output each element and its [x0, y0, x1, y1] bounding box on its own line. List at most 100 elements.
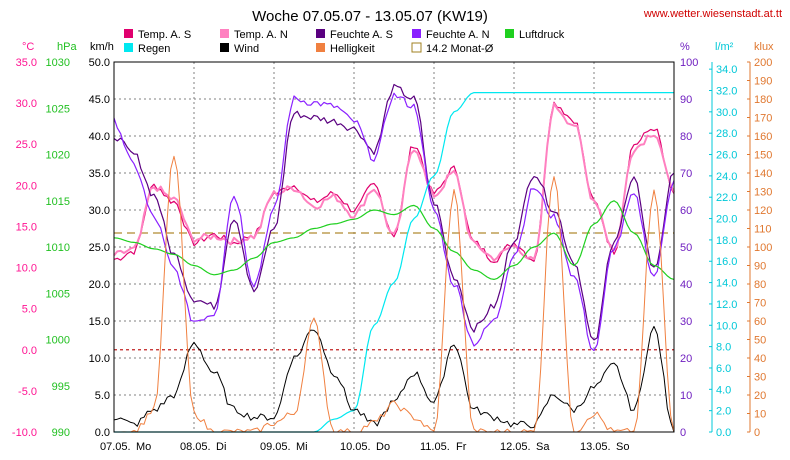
- x-tick-date: 09.05.: [260, 441, 291, 453]
- legend-label: Regen: [138, 43, 170, 55]
- x-tick-label: 08.05. Di: [180, 441, 226, 453]
- temp-tick-label: 35.0: [16, 57, 37, 69]
- legend-item: Feuchte A. S: [316, 29, 393, 41]
- x-tick-day: Sa: [536, 441, 550, 453]
- x-tick-day: Mo: [136, 441, 151, 453]
- hum-tick-label: 90: [680, 94, 692, 106]
- lux-tick-label: 90: [754, 261, 766, 273]
- legend-swatch: [220, 43, 229, 52]
- temp-tick-label: 15.0: [16, 221, 37, 233]
- hum-tick-label: 10: [680, 390, 692, 402]
- wind-tick-label: 20.0: [89, 279, 110, 291]
- legend-swatch: [412, 29, 421, 38]
- legend-label: Temp. A. N: [234, 29, 288, 41]
- lux-tick-label: 100: [754, 242, 772, 254]
- rain-tick-label: 12.0: [716, 299, 737, 311]
- lux-axis: klux200190180170160150140130120110100908…: [747, 41, 774, 439]
- wind-axis-unit: km/h: [90, 41, 114, 53]
- x-tick-label: 07.05. Mo: [100, 441, 151, 453]
- temp-axis: °C35.030.025.020.015.010.05.00.0-5.0-10.…: [12, 41, 37, 439]
- hum-axis-unit: %: [680, 41, 690, 53]
- temp-tick-label: 30.0: [16, 98, 37, 110]
- legend-item: 14.2 Monat-Ø: [412, 43, 494, 55]
- legend-label: Feuchte A. S: [330, 29, 393, 41]
- hum-tick-label: 40: [680, 279, 692, 291]
- hum-tick-label: 70: [680, 168, 692, 180]
- x-tick-day: Mi: [296, 441, 308, 453]
- lux-tick-label: 20: [754, 390, 766, 402]
- temp-tick-label: -5.0: [18, 386, 37, 398]
- wind-tick-label: 5.0: [95, 390, 110, 402]
- hum-tick-label: 30: [680, 316, 692, 328]
- legend-swatch: [220, 29, 229, 38]
- lux-tick-label: 80: [754, 279, 766, 291]
- wind-tick-label: 15.0: [89, 316, 110, 328]
- legend-label: Temp. A. S: [138, 29, 191, 41]
- legend-item: Helligkeit: [316, 43, 375, 55]
- x-axis-labels: 07.05. Mo 08.05. Di 09.05. Mi 10.05. Do 11.05. Fr…: [100, 441, 629, 453]
- legend-swatch: [505, 29, 514, 38]
- wind-tick-label: 45.0: [89, 94, 110, 106]
- lux-tick-label: 160: [754, 131, 772, 143]
- x-tick-day: So: [616, 441, 629, 453]
- press-tick-label: 990: [52, 427, 70, 439]
- rain-tick-label: 32.0: [716, 85, 737, 97]
- legend-label: 14.2 Monat-Ø: [426, 43, 494, 55]
- wind-tick-label: 40.0: [89, 131, 110, 143]
- wind-axis: km/h 50.0 45.0 40.0 35.0 30.0 25.0 20.0 15.0 10.0…: [89, 41, 114, 439]
- x-tick-date: 13.05.: [580, 441, 611, 453]
- x-tick-day: Fr: [456, 441, 467, 453]
- press-axis-unit: hPa: [57, 41, 77, 53]
- lux-axis-unit: klux: [754, 41, 774, 53]
- temp-tick-label: 0.0: [22, 345, 37, 357]
- temp-tick-label: 20.0: [16, 180, 37, 192]
- rain-tick-label: 4.0: [716, 384, 731, 396]
- wind-tick-label: 35.0: [89, 168, 110, 180]
- lux-tick-label: 30: [754, 372, 766, 384]
- x-tick-label: 10.05. Do: [340, 441, 390, 453]
- x-tick-date: 07.05.: [100, 441, 131, 453]
- legend-item: Regen: [124, 43, 170, 55]
- press-tick-label: 1015: [46, 196, 70, 208]
- legend-swatch: [316, 43, 325, 52]
- legend-label: Wind: [234, 43, 259, 55]
- hum-tick-label: 0: [680, 427, 686, 439]
- legend-item: Feuchte A. N: [412, 29, 490, 41]
- wind-tick-label: 50.0: [89, 57, 110, 69]
- wind-tick-label: 25.0: [89, 242, 110, 254]
- source-url[interactable]: www.wetter.wiesenstadt.at.tt: [643, 8, 782, 20]
- x-tick-label: 13.05. So: [580, 441, 629, 453]
- rain-tick-label: 10.0: [716, 320, 737, 332]
- x-tick-date: 11.05.: [420, 441, 450, 453]
- lux-tick-label: 10: [754, 409, 766, 421]
- lux-tick-label: 60: [754, 316, 766, 328]
- legend-item: Luftdruck: [505, 29, 565, 41]
- wind-tick-label: 30.0: [89, 205, 110, 217]
- hum-axis: %1009080706050403020100: [680, 41, 698, 439]
- x-tick-day: Di: [216, 441, 226, 453]
- legend-swatch: [412, 43, 421, 52]
- rain-tick-label: 26.0: [716, 150, 737, 162]
- x-tick-date: 08.05.: [180, 441, 211, 453]
- legend-swatch: [124, 29, 133, 38]
- hum-tick-label: 80: [680, 131, 692, 143]
- x-tick-day: Do: [376, 441, 390, 453]
- rain-tick-label: 20.0: [716, 214, 737, 226]
- rain-tick-label: 34.0: [716, 64, 737, 76]
- press-tick-label: 1025: [46, 103, 70, 115]
- lux-tick-label: 190: [754, 76, 772, 88]
- legend-swatch: [124, 43, 133, 52]
- x-tick-date: 12.05.: [500, 441, 531, 453]
- rain-tick-label: 0.0: [716, 427, 731, 439]
- legend-label: Feuchte A. N: [426, 29, 490, 41]
- legend-item: Wind: [220, 43, 259, 55]
- hum-tick-label: 20: [680, 353, 692, 365]
- legend: Temp. A. S Temp. A. N Feuchte A. S Feuchte …: [124, 29, 565, 55]
- rain-tick-label: 24.0: [716, 171, 737, 183]
- hum-tick-label: 60: [680, 205, 692, 217]
- legend-item: Temp. A. S: [124, 29, 191, 41]
- rain-tick-label: 30.0: [716, 107, 737, 119]
- rain-tick-label: 18.0: [716, 235, 737, 247]
- lux-tick-label: 40: [754, 353, 766, 365]
